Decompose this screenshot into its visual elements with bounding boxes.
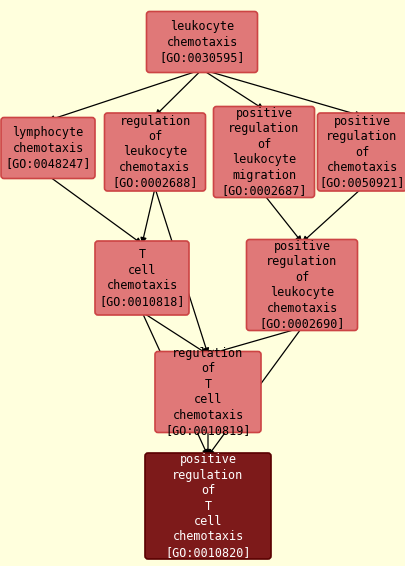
Text: positive
regulation
of
chemotaxis
[GO:0050921]: positive regulation of chemotaxis [GO:00… [319,114,405,190]
Text: regulation
of
leukocyte
chemotaxis
[GO:0002688]: regulation of leukocyte chemotaxis [GO:0… [112,114,198,190]
Text: regulation
of
T
cell
chemotaxis
[GO:0010819]: regulation of T cell chemotaxis [GO:0010… [165,347,251,438]
Text: T
cell
chemotaxis
[GO:0010818]: T cell chemotaxis [GO:0010818] [99,248,185,308]
FancyBboxPatch shape [155,351,261,432]
FancyBboxPatch shape [247,239,358,331]
Text: positive
regulation
of
T
cell
chemotaxis
[GO:0010820]: positive regulation of T cell chemotaxis… [165,453,251,559]
Text: positive
regulation
of
leukocyte
chemotaxis
[GO:0002690]: positive regulation of leukocyte chemota… [259,240,345,330]
Text: lymphocyte
chemotaxis
[GO:0048247]: lymphocyte chemotaxis [GO:0048247] [5,126,91,170]
FancyBboxPatch shape [213,106,315,198]
FancyBboxPatch shape [104,113,205,191]
FancyBboxPatch shape [145,453,271,559]
FancyBboxPatch shape [147,11,258,72]
FancyBboxPatch shape [1,118,95,178]
Text: positive
regulation
of
leukocyte
migration
[GO:0002687]: positive regulation of leukocyte migrati… [221,107,307,197]
FancyBboxPatch shape [95,241,189,315]
Text: leukocyte
chemotaxis
[GO:0030595]: leukocyte chemotaxis [GO:0030595] [159,20,245,64]
FancyBboxPatch shape [318,113,405,191]
